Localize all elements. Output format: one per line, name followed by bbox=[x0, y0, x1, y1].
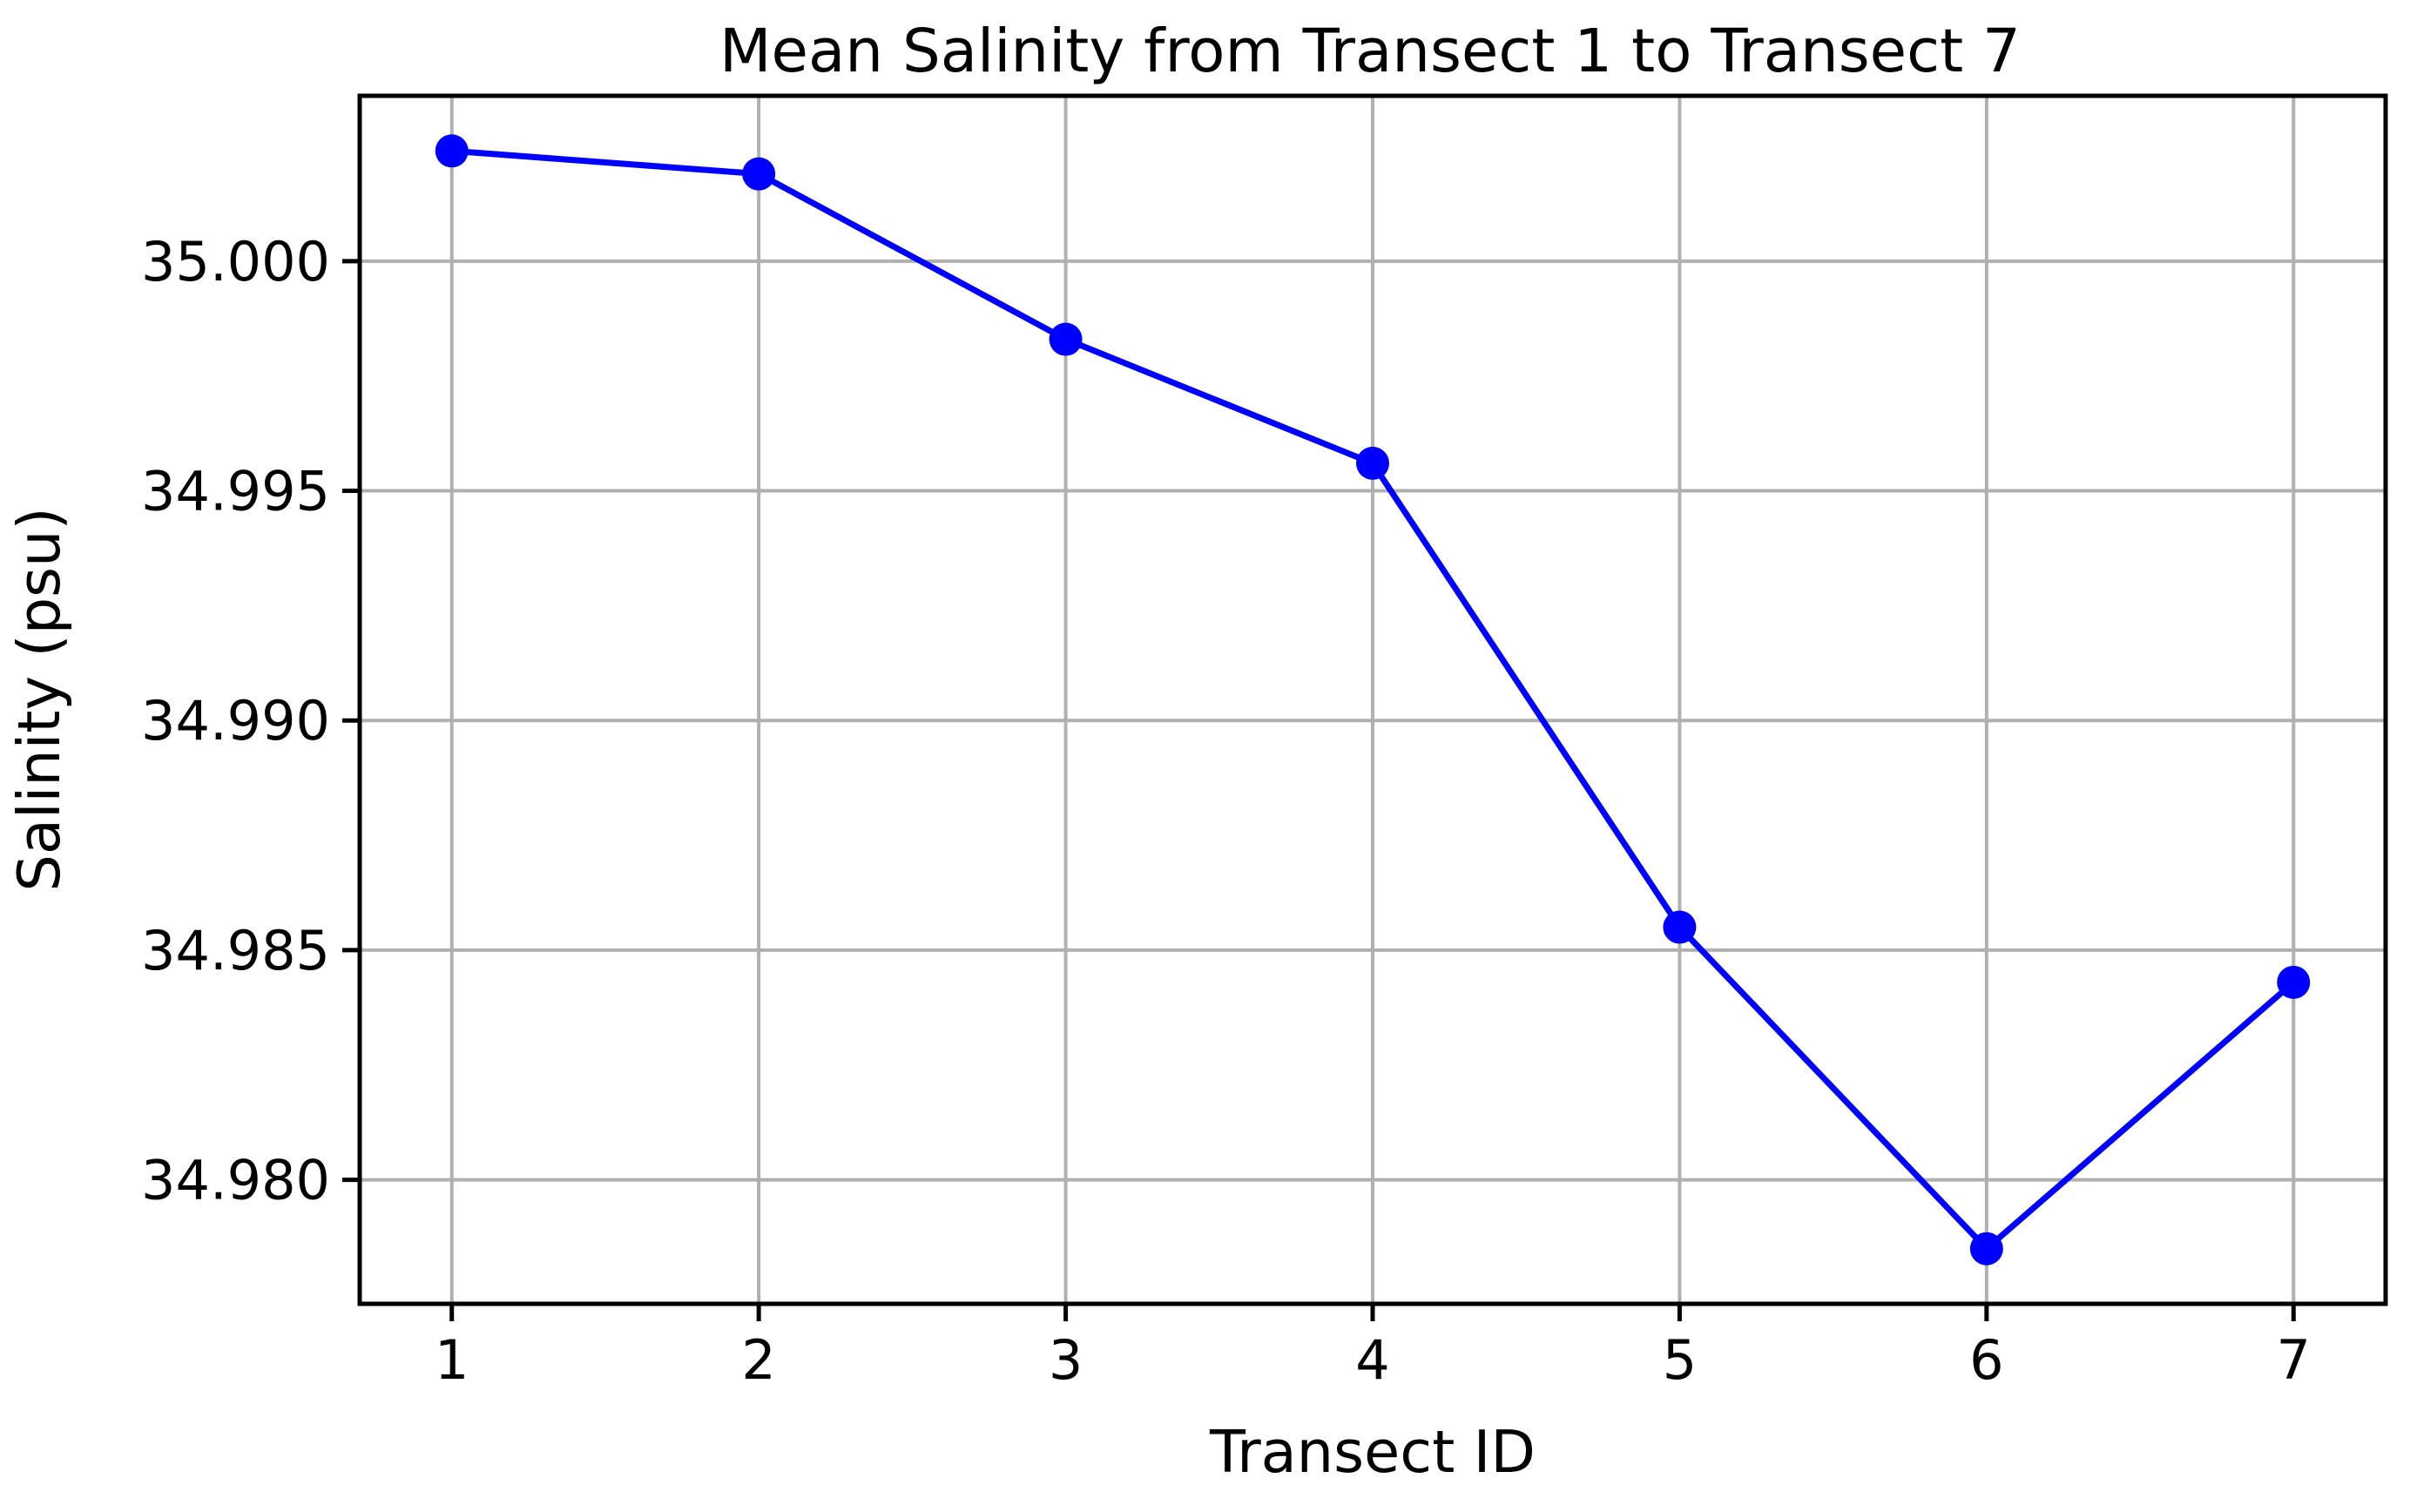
y-axis-ticks: 34.980 34.985 34.990 34.995 35.000 bbox=[141, 230, 360, 1212]
grid bbox=[360, 96, 2386, 1304]
y-tick-label: 34.985 bbox=[141, 919, 330, 982]
y-tick-label: 34.990 bbox=[141, 689, 330, 753]
x-tick-label: 6 bbox=[1969, 1328, 2003, 1392]
x-tick-label: 1 bbox=[435, 1328, 469, 1392]
x-tick-label: 3 bbox=[1049, 1328, 1083, 1392]
data-point bbox=[435, 134, 469, 168]
data-series bbox=[435, 134, 2311, 1266]
data-point bbox=[2277, 965, 2311, 999]
x-tick-label: 7 bbox=[2277, 1328, 2311, 1392]
y-tick-label: 35.000 bbox=[141, 230, 330, 294]
x-tick-label: 5 bbox=[1663, 1328, 1697, 1392]
x-axis-label: Transect ID bbox=[1209, 1418, 1536, 1486]
data-point bbox=[1049, 322, 1083, 356]
data-point bbox=[1356, 446, 1389, 480]
data-point bbox=[1663, 910, 1697, 944]
x-axis-ticks: 1 2 3 4 5 6 7 bbox=[435, 1304, 2311, 1392]
x-tick-label: 4 bbox=[1355, 1328, 1389, 1392]
y-axis-label: Salinity (psu) bbox=[5, 507, 73, 891]
y-tick-label: 34.995 bbox=[141, 460, 330, 523]
chart-title: Mean Salinity from Transect 1 to Transec… bbox=[719, 17, 2021, 86]
data-point bbox=[742, 157, 776, 191]
y-tick-label: 34.980 bbox=[141, 1149, 330, 1212]
x-tick-label: 2 bbox=[741, 1328, 775, 1392]
data-point bbox=[1969, 1232, 2003, 1266]
